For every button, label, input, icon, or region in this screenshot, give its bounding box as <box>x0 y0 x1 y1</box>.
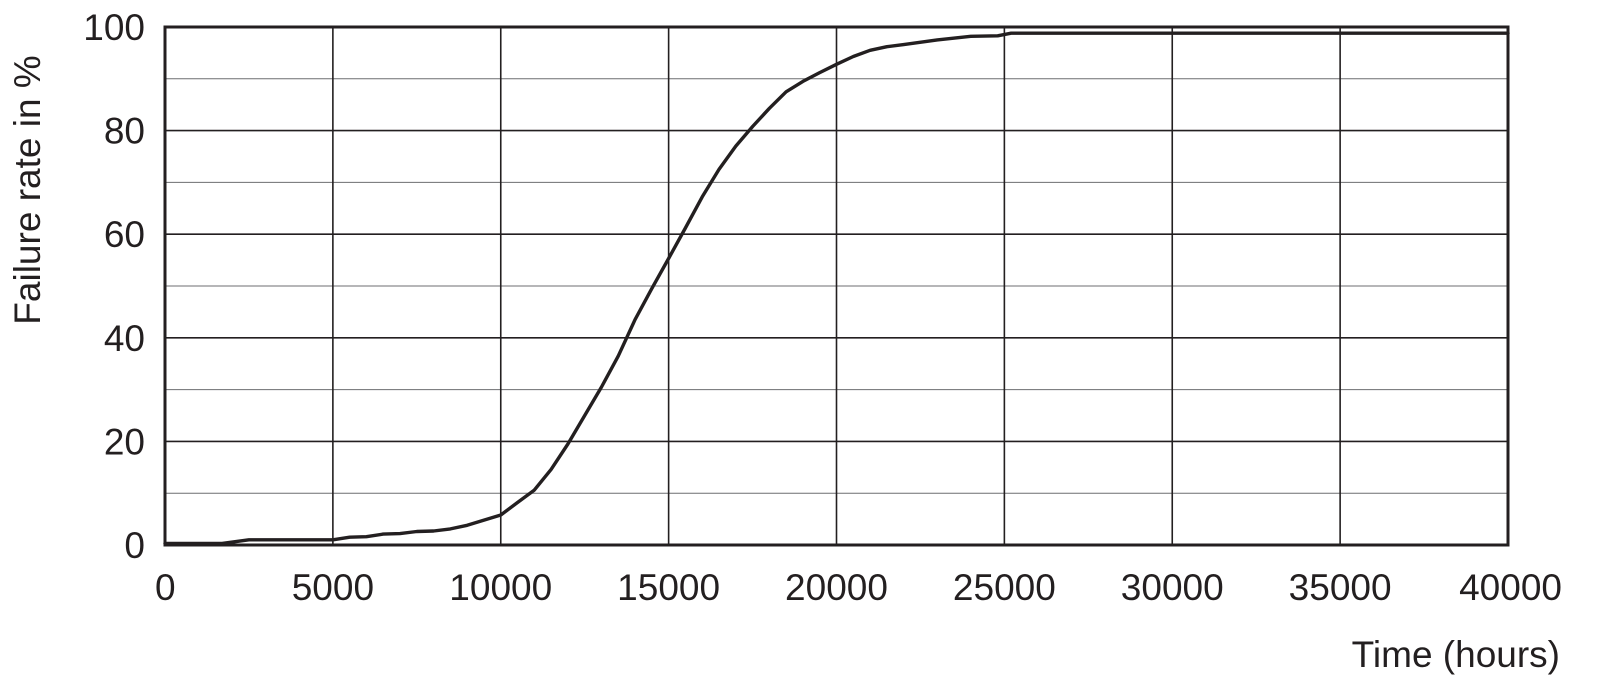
x-tick-label: 40000 <box>1459 567 1562 608</box>
grid-layer <box>164 26 1509 546</box>
x-tick-label: 15000 <box>617 567 720 608</box>
y-tick-label: 80 <box>104 111 145 152</box>
failure-rate-line <box>163 31 1510 546</box>
y-tick-label: 0 <box>124 525 145 566</box>
x-axis-title: Time (hours) <box>1352 634 1560 675</box>
x-tick-label: 10000 <box>449 567 552 608</box>
y-axis-title: Failure rate in % <box>7 55 48 324</box>
x-tick-label: 20000 <box>785 567 888 608</box>
line-layer <box>163 31 1510 546</box>
plot-frame <box>163 25 1510 547</box>
x-tick-label: 25000 <box>953 567 1056 608</box>
y-tick-label: 100 <box>83 7 145 48</box>
tick-label-layer: 0 5000 10000 15000 20000 25000 30000 35000 40000… <box>83 7 1562 608</box>
y-tick-label: 20 <box>104 421 145 462</box>
x-tick-label: 0 <box>155 567 176 608</box>
y-tick-label: 60 <box>104 214 145 255</box>
y-tick-label: 40 <box>104 318 145 359</box>
x-tick-label: 35000 <box>1289 567 1392 608</box>
x-tick-label: 5000 <box>292 567 374 608</box>
x-tick-label: 30000 <box>1121 567 1224 608</box>
